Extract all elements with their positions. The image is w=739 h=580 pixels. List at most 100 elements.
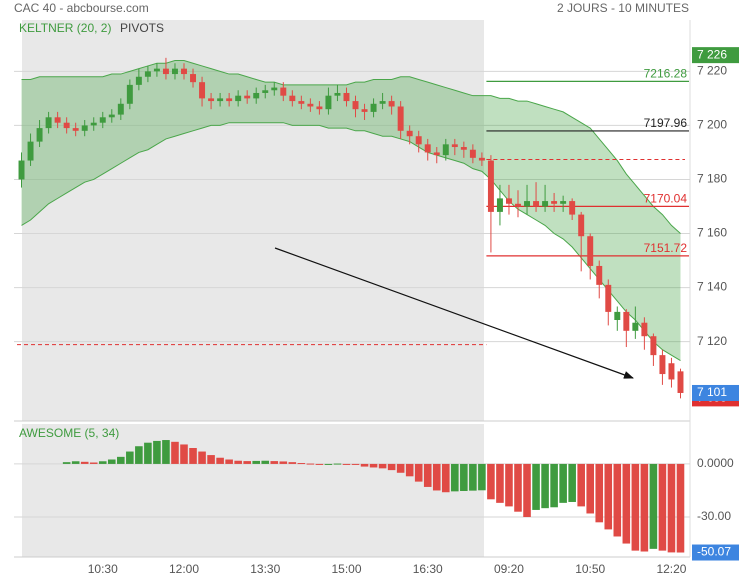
candle-body [515,203,521,207]
oscillator-bar [514,463,522,512]
candle-body [162,68,169,75]
oscillator-bar [523,463,531,518]
candle-body [262,90,269,93]
candle-body [614,311,621,320]
candle-body [316,106,323,110]
candle-body [199,82,206,99]
candle-body [307,103,314,107]
candle-body [623,311,630,331]
oscillator-bar [80,461,89,464]
oscillator-bar [613,463,622,537]
oscillator-bar [234,460,242,464]
oscillator-bar [369,463,378,468]
keltner-fill [21,60,681,361]
candle-body [153,68,160,72]
oscillator-bar [252,460,261,464]
oscillator-bar [432,463,441,491]
oscillator-bar [261,460,270,464]
oscillator-bar [550,463,558,508]
oscillator-bar [135,446,143,464]
candle-body [677,371,684,393]
candle-body [560,201,567,204]
oscillator-bar [162,440,170,464]
candle-body [144,71,151,77]
oscillator-bar [441,463,450,493]
x-tick-label: 16:30 [413,562,443,576]
candle-body [171,68,178,75]
oscillator-bar [270,461,279,464]
candle-body [54,117,61,123]
candle-body [524,201,531,207]
candle-body [406,130,413,137]
x-tick-label: 13:30 [250,562,280,576]
oscillator-bar [478,463,486,491]
oscillator-bar [71,461,80,464]
oscillator-bar [107,459,116,464]
oscillator-bar [487,463,495,500]
candle-body [117,103,124,115]
session-shade [22,424,484,557]
candle-body [596,265,603,285]
candle-body [334,92,341,96]
candle-body [433,152,440,156]
candle-body [253,92,260,99]
oscillator-bar [207,455,215,464]
oscillator-bar [117,456,125,464]
x-tick-label: 15:00 [331,562,361,576]
candle-body [45,117,52,129]
y-tick-label: 7 140 [697,280,727,294]
oscillator-bar [297,463,306,465]
candle-body [641,322,648,337]
candle-body [632,322,639,331]
candle-body [208,98,215,102]
oscillator-bar [595,463,604,523]
pivot-label: 7170.04 [644,192,688,206]
pivot-label: 7216.28 [644,67,688,81]
oscillator-bar [225,459,233,464]
candle-body [424,144,431,153]
value-tag [692,544,739,561]
y-tick-label: 0.0000 [697,456,734,470]
oscillator-bar [532,463,540,510]
candle-body [578,214,585,237]
oscillator-bar [559,463,567,503]
oscillator-bar [405,463,414,477]
candle-body [63,122,70,129]
candle-body [18,160,25,180]
period: 2 JOURS - 10 MINUTES [557,1,689,15]
price-tag [692,47,739,64]
oscillator-bar [315,463,324,465]
oscillator-bar [198,451,206,464]
candle-body [451,144,458,148]
candle-body [298,101,305,104]
candle-body [81,125,88,131]
candle-body [397,106,404,131]
candle-body [569,201,576,215]
candle-body [587,236,594,266]
oscillator-bar [243,461,251,464]
oscillator-bar [469,463,477,491]
candle-body [126,84,133,104]
oscillator-bar [460,463,468,491]
background [14,20,691,558]
candle-body [487,160,494,212]
price-tag-label: 7 101 [697,385,727,399]
oscillator-bar [126,451,134,464]
candle-body [668,363,675,380]
candle-body [280,87,287,96]
oscillator-bar [577,463,585,507]
indicator-label: AWESOME (5, 34) [19,426,119,440]
candle-body [352,101,359,110]
keltner-lower [21,122,681,361]
candle-body [108,114,115,118]
oscillator-bar [496,463,504,503]
oscillator-bar [189,448,197,464]
price-tag [692,384,739,401]
oscillator-bar [676,463,685,553]
oscillator-bar [144,442,152,464]
candle-body [90,122,97,126]
oscillator-bar [631,463,640,551]
oscillator-bar [342,463,351,465]
oscillator-bar [423,463,432,487]
oscillator-bar [414,463,423,482]
